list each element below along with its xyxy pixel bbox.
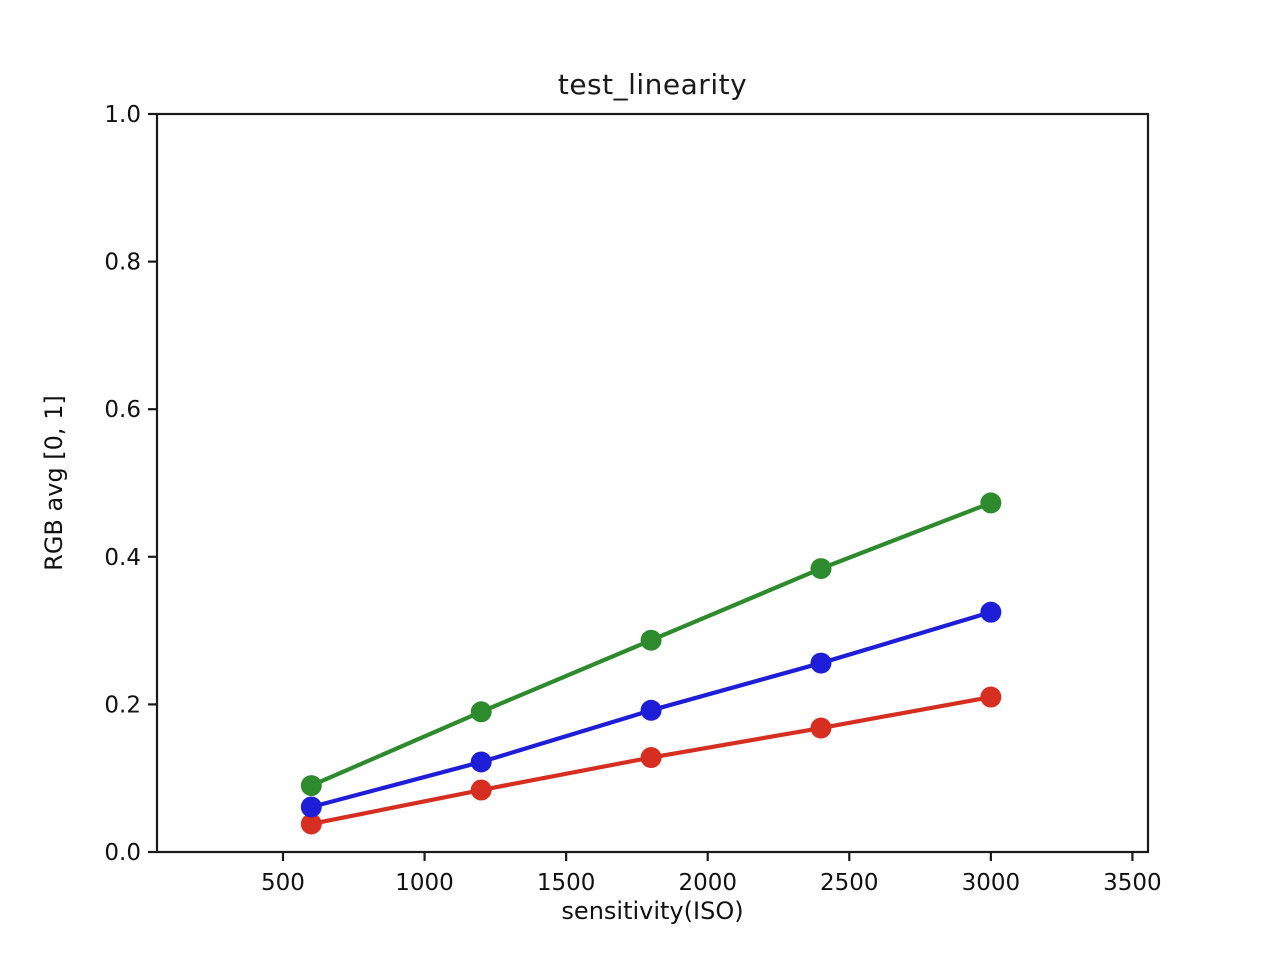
y-tick-label: 1.0 [104, 102, 141, 128]
data-point-green-channel [300, 775, 322, 797]
y-tick-label: 0.2 [104, 692, 141, 718]
data-point-green-channel [980, 492, 1002, 514]
x-tick-label: 500 [261, 870, 305, 896]
chart-title: test_linearity [557, 68, 748, 101]
x-tick-label: 2000 [678, 870, 737, 896]
data-point-green-channel [810, 558, 832, 580]
x-tick-label: 1500 [537, 870, 596, 896]
data-point-blue-channel [980, 601, 1002, 623]
x-tick-label: 3000 [962, 870, 1021, 896]
x-tick-label: 3500 [1103, 870, 1162, 896]
data-point-red-channel [980, 686, 1002, 708]
x-tick-label: 2500 [820, 870, 879, 896]
y-tick-label: 0.8 [104, 250, 141, 276]
data-point-red-channel [810, 717, 832, 739]
plot-border [155, 112, 1150, 854]
x-tick-label: 1000 [395, 870, 454, 896]
y-tick-label: 0.0 [104, 840, 141, 866]
data-point-green-channel [640, 629, 662, 651]
data-point-red-channel [470, 779, 492, 801]
y-tick-label: 0.4 [104, 545, 141, 571]
data-point-blue-channel [810, 652, 832, 674]
data-point-blue-channel [470, 751, 492, 773]
data-point-blue-channel [640, 699, 662, 721]
data-point-blue-channel [300, 796, 322, 818]
data-point-green-channel [470, 701, 492, 723]
data-point-red-channel [640, 747, 662, 769]
y-axis-label: RGB avg [0, 1] [40, 395, 68, 571]
y-tick-label: 0.6 [104, 397, 141, 423]
x-axis-label: sensitivity(ISO) [561, 897, 744, 925]
data-point-red-channel [300, 813, 322, 835]
